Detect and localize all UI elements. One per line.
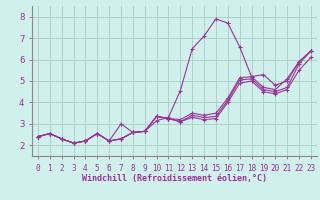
X-axis label: Windchill (Refroidissement éolien,°C): Windchill (Refroidissement éolien,°C) bbox=[82, 174, 267, 183]
